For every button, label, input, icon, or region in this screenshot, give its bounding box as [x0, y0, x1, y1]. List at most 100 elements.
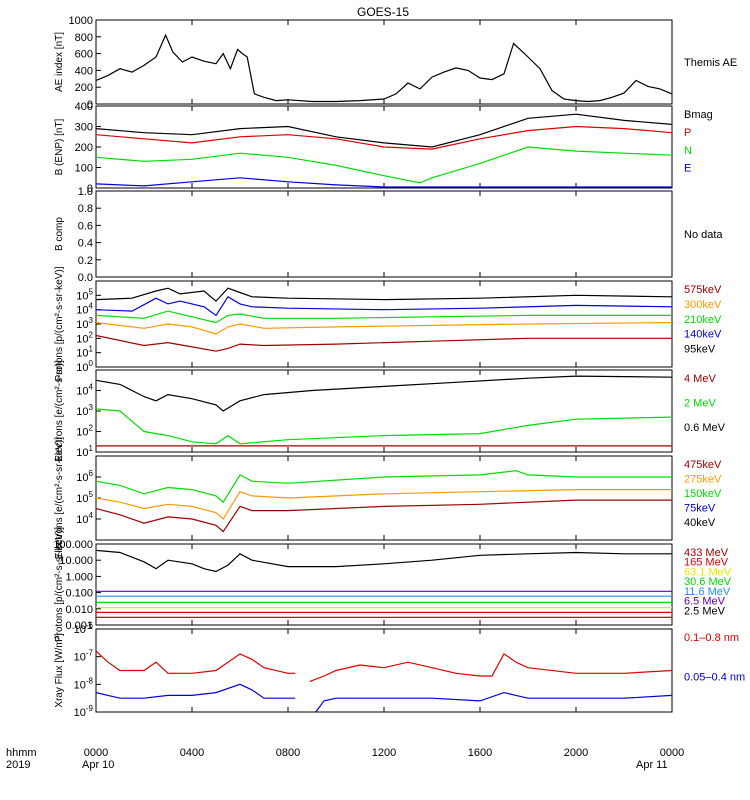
- y-tick-label: 300: [75, 122, 93, 134]
- legend-entry: 40keV: [684, 517, 716, 529]
- x-tick-label: 2000: [564, 747, 588, 759]
- y-tick-label: 200: [75, 142, 93, 154]
- series-line-150kev: [96, 470, 672, 504]
- y-axis-label: Electrons [e/(cm²-s-sr-keV)]: [54, 437, 65, 559]
- legend-entry: 75keV: [684, 502, 716, 514]
- series-line-475kev: [96, 499, 672, 533]
- y-axis-label: B comp: [54, 217, 65, 251]
- legend-entry: Themis AE: [684, 57, 737, 69]
- y-tick-label: 0.8: [78, 203, 93, 215]
- x-tick-label: 0800: [276, 747, 300, 759]
- legend-entry: E: [684, 163, 691, 175]
- series-line-0-05-0-4-nm: [96, 683, 296, 699]
- x-tick-label: 1200: [372, 747, 396, 759]
- date-start-label: Apr 10: [82, 759, 114, 771]
- panel-frame: [95, 455, 673, 541]
- time-axis-label-year: 2019: [6, 759, 30, 771]
- legend-entry: 300keV: [684, 299, 722, 311]
- y-tick-label: 0: [87, 99, 93, 111]
- y-tick-label: 105: [76, 287, 93, 302]
- series-line-bmag: [96, 113, 672, 148]
- y-tick-label: 103: [76, 403, 93, 418]
- panel-ae: 0 200 400 600 800 1000 AE index [nT] Themis AE: [54, 15, 737, 111]
- y-tick-label: 10-9: [74, 704, 94, 719]
- y-tick-label: 1.000: [65, 571, 93, 583]
- y-tick-label: 104: [76, 302, 93, 317]
- legend-entry: 140keV: [684, 329, 722, 341]
- legend-entry: 4 MeV: [684, 373, 716, 385]
- y-tick-label: 100.000: [53, 539, 93, 551]
- series-line-2-5-mev: [96, 549, 672, 573]
- y-tick-label: 102: [76, 424, 93, 439]
- y-tick-label: 104: [76, 383, 93, 398]
- panel-frame: [95, 190, 673, 278]
- series-line-n: [96, 146, 672, 184]
- series-line-main: [96, 33, 672, 103]
- y-tick-label: 1.0: [78, 186, 93, 198]
- y-tick-label: 0: [87, 183, 93, 195]
- legend-entry: 95keV: [684, 344, 716, 356]
- series-line-0-6-mev: [96, 375, 672, 412]
- legend-entry: 63.1 MeV: [684, 566, 732, 578]
- date-end-label: Apr 11: [636, 759, 668, 771]
- series-line-275kev: [96, 489, 672, 520]
- y-tick-label: 10-6: [74, 621, 94, 636]
- legend-entry: 150keV: [684, 488, 722, 500]
- y-tick-label: 102: [76, 330, 93, 345]
- legend-entry: 165 MeV: [684, 557, 729, 569]
- panel-xray: 10-9 10-8 10-7 10-6 Xray Flux [W/m²] 0.1–0.8 …: [54, 621, 745, 719]
- y-axis-label: Protons [p/(cm²-s-sr-keV)]: [54, 527, 65, 642]
- legend-entry: Bmag: [684, 109, 713, 121]
- legend-entry: 575keV: [684, 284, 722, 296]
- series-line-0-05-0-4-nm-cont-: [315, 691, 672, 712]
- y-tick-label: 0.2: [78, 255, 93, 267]
- legend-entry: 210keV: [684, 314, 722, 326]
- chart-title: GOES-15: [357, 5, 409, 19]
- y-axis-label: Protons [p/(cm²-s-sr-keV)]: [54, 266, 65, 381]
- y-tick-label: 400: [75, 101, 93, 113]
- x-tick-label: 0000: [660, 747, 684, 759]
- legend-entry: 6.5 MeV: [684, 596, 726, 608]
- y-axis-label: AE index [nT]: [54, 32, 65, 92]
- y-tick-label: 104: [76, 511, 93, 526]
- time-axis-label-hhmm: hhmm: [6, 747, 37, 759]
- y-tick-label: 0.001: [65, 620, 93, 632]
- y-tick-label: 600: [75, 49, 93, 61]
- y-axis-label: B (ENP) [nT]: [54, 118, 65, 175]
- y-tick-label: 10-8: [74, 676, 94, 691]
- legend-entry: 2.5 MeV: [684, 605, 726, 617]
- panel-bcomp: 0.0 0.2 0.4 0.6 0.8 1.0 B comp No data: [54, 186, 723, 284]
- series-line-2-mev: [96, 408, 672, 445]
- legend-entry: 11.6 MeV: [684, 586, 731, 598]
- legend-entry: 30.6 MeV: [684, 576, 732, 588]
- legend-entry: 275keV: [684, 473, 722, 485]
- panel-electrons_low: 104 105 106 Electrons [e/(cm²-s-sr-keV)] 475…: [54, 437, 722, 559]
- y-axis-label: Xray Flux [W/m²]: [54, 633, 65, 708]
- y-tick-label: 0.010: [65, 604, 93, 616]
- legend-entry: 0.1–0.8 nm: [684, 632, 739, 644]
- series-line-0-1-0-8-nm: [96, 650, 296, 674]
- legend-entry: 2 MeV: [684, 398, 716, 410]
- y-tick-label: 101: [76, 444, 93, 459]
- y-axis-label: Electrons [e/(cm²-s-sr)]: [54, 360, 65, 462]
- series-line-140kev: [96, 295, 672, 317]
- legend-entry: 433 MeV: [684, 547, 729, 559]
- panel-frame: [95, 628, 673, 713]
- y-tick-label: 103: [76, 316, 93, 331]
- y-tick-label: 400: [75, 65, 93, 77]
- y-tick-label: 0.6: [78, 220, 93, 232]
- y-tick-label: 0.100: [65, 588, 93, 600]
- y-tick-label: 10.000: [59, 555, 93, 567]
- x-tick-label: 0400: [180, 747, 204, 759]
- y-tick-label: 0.4: [78, 238, 93, 250]
- panel-electrons_high: 101 102 103 104 Electrons [e/(cm²-s-sr)] 4 Me…: [54, 360, 726, 462]
- x-tick-label: 0000: [84, 747, 108, 759]
- legend-entry: 0.05–0.4 nm: [684, 672, 745, 684]
- legend-entry: N: [684, 145, 692, 157]
- series-line-210kev: [96, 310, 672, 324]
- panel-bfield: 0 100 200 300 400 B (ENP) [nT] Bmag PNE: [54, 101, 713, 195]
- time-axis: hhmm 2019 Apr 10 Apr 11 0000 0400 0800 1200…: [6, 747, 684, 771]
- y-tick-label: 10-7: [74, 649, 94, 664]
